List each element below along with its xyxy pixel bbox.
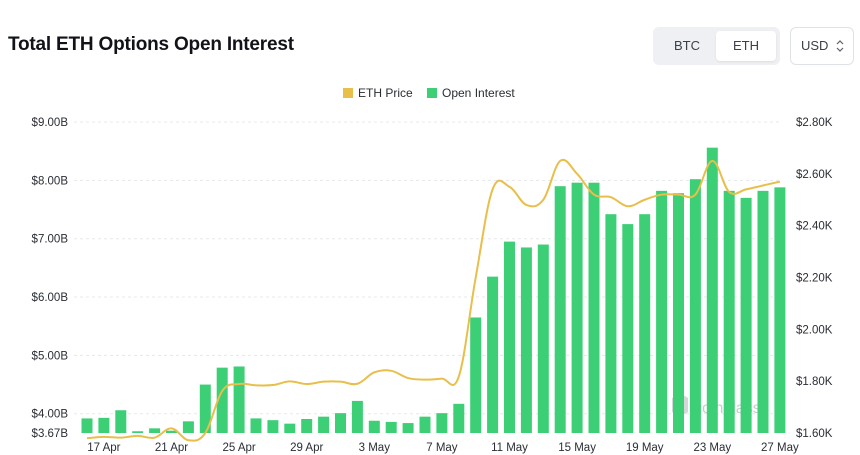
x-tick-label: 29 Apr [290, 442, 323, 454]
oi-bar [504, 241, 515, 433]
y-right-tick-label: $2.40K [796, 221, 833, 233]
eth-price-line [86, 158, 781, 442]
oi-bar [453, 403, 465, 433]
oi-bar [639, 214, 651, 433]
oi-bar [571, 182, 583, 433]
y-right-tick-label: $2.20K [796, 273, 833, 285]
btc-tab[interactable]: BTC [674, 38, 700, 53]
y-left-tick-label: $9.00B [32, 117, 69, 129]
y-right-tick-label: $1.60K [796, 428, 833, 440]
oi-bar [318, 416, 330, 433]
oi-bar [470, 317, 482, 433]
oi-bar [351, 400, 363, 433]
y-left-tick-label: $5.00B [32, 350, 69, 362]
x-tick-label: 17 Apr [87, 442, 120, 454]
oi-bar [284, 423, 296, 433]
oi-bar [267, 420, 279, 433]
y-right-tick-label: $1.80K [796, 376, 833, 388]
chevron-updown-icon [836, 40, 844, 52]
legend-swatch-eth-price [343, 88, 353, 98]
currency-value: USD [801, 38, 829, 53]
x-tick-label: 27 May [761, 442, 799, 454]
y-left-tick-label: $8.00B [32, 175, 69, 187]
oi-bar [740, 197, 752, 433]
y-left-tick-label: $3.67B [32, 428, 69, 440]
oi-bar [115, 410, 127, 433]
oi-bar [537, 244, 549, 433]
x-tick-label: 23 May [693, 442, 731, 454]
oi-bar [149, 428, 161, 433]
oi-bar [554, 186, 566, 433]
y-right-tick-label: $2.00K [796, 324, 833, 336]
y-right-tick-label: $2.80K [796, 117, 833, 129]
eth-tab[interactable]: ETH [716, 31, 776, 61]
oi-bar [757, 190, 769, 433]
y-left-tick-label: $6.00B [32, 292, 69, 304]
oi-bar [520, 247, 532, 433]
legend-label-open-interest: Open Interest [442, 86, 515, 100]
oi-bar [402, 423, 414, 433]
oi-bar [301, 418, 313, 433]
oi-bar [689, 179, 701, 433]
x-tick-label: 3 May [359, 442, 391, 454]
oi-bar [487, 276, 499, 433]
oi-bar [166, 430, 177, 433]
oi-bar [588, 182, 600, 433]
oi-bar [774, 187, 786, 433]
oi-bar [436, 413, 448, 433]
asset-toggle: BTC ETH [653, 27, 780, 65]
currency-select[interactable]: USD [790, 27, 854, 65]
legend-item-eth-price[interactable]: ETH Price [343, 86, 413, 100]
oi-bar [233, 366, 245, 433]
x-tick-label: 15 May [558, 442, 596, 454]
oi-bar [673, 193, 684, 433]
oi-bar [81, 418, 93, 433]
oi-bar [622, 224, 634, 433]
oi-bar [706, 147, 718, 433]
oi-bar [335, 413, 346, 433]
legend-item-open-interest[interactable]: Open Interest [427, 86, 515, 100]
oi-bar [656, 190, 668, 433]
x-tick-label: 7 May [426, 442, 458, 454]
legend-label-eth-price: ETH Price [358, 86, 413, 100]
oi-bar [216, 367, 228, 433]
x-tick-label: 21 Apr [155, 442, 188, 454]
oi-bar [723, 190, 735, 433]
oi-bar [132, 431, 144, 433]
oi-bar [250, 418, 262, 433]
legend-swatch-open-interest [427, 88, 437, 98]
y-left-tick-label: $4.00B [32, 409, 69, 421]
oi-bar [368, 420, 380, 433]
oi-bar [605, 214, 617, 433]
oi-bar [199, 384, 211, 433]
x-tick-label: 11 May [491, 442, 528, 454]
oi-bar [98, 417, 110, 433]
oi-bar [419, 416, 431, 433]
chart-title: Total ETH Options Open Interest [8, 34, 294, 55]
oi-bar [182, 421, 194, 433]
x-tick-label: 19 May [626, 442, 664, 454]
oi-bar [385, 421, 397, 433]
x-tick-label: 25 Apr [222, 442, 255, 454]
y-right-tick-label: $2.60K [796, 169, 833, 181]
y-left-tick-label: $7.00B [32, 234, 69, 246]
